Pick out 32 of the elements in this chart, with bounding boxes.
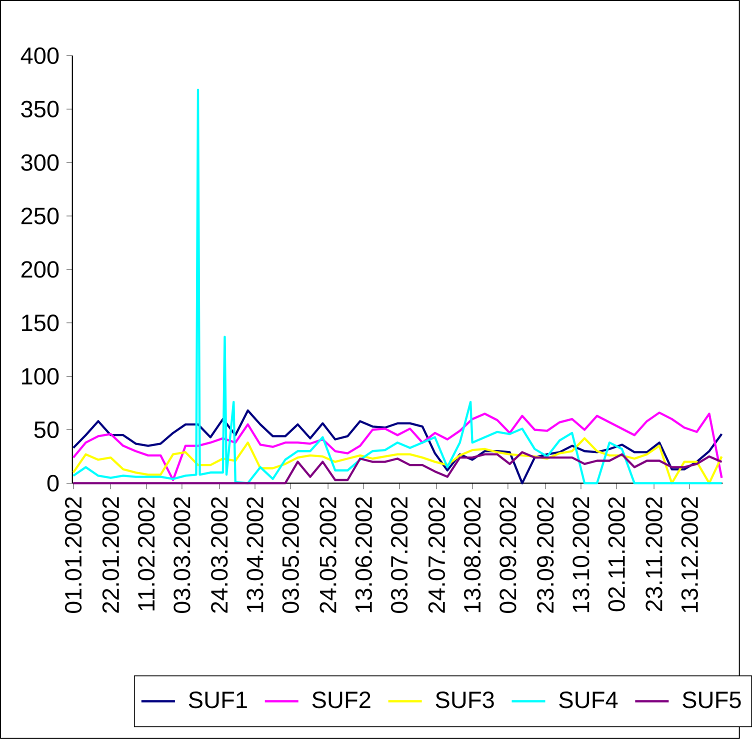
legend-label: SUF4 bbox=[559, 692, 618, 708]
x-tick-label: 23.11.2002 bbox=[646, 497, 662, 612]
x-tick-label: 24.07.2002 bbox=[428, 497, 446, 613]
y-tick-label: 150 bbox=[22, 314, 59, 332]
y-tick-label: 200 bbox=[21, 261, 59, 278]
x-tick-label: 03.07.2002 bbox=[390, 497, 408, 614]
legend-label: SUF5 bbox=[682, 692, 741, 708]
x-tick-label: 13.12.2002 bbox=[681, 497, 698, 612]
x-tick-label: 01.01.2002 bbox=[64, 497, 82, 614]
x-tick-label: 11.02.2002 bbox=[138, 497, 155, 610]
x-tick-label: 13.04.2002 bbox=[246, 497, 264, 612]
x-tick-label: 03.05.2002 bbox=[282, 497, 299, 614]
x-tick-label: 02.09.2002 bbox=[500, 497, 516, 614]
y-tick-label: 300 bbox=[21, 154, 59, 171]
x-tick-label: 22.01.2002 bbox=[102, 497, 120, 613]
y-tick-label: 50 bbox=[34, 422, 59, 438]
y-tick-label: 250 bbox=[21, 208, 59, 224]
legend-label: SUF1 bbox=[188, 692, 247, 708]
x-tick-label: 24.05.2002 bbox=[320, 497, 336, 613]
x-tick-label: 13.08.2002 bbox=[464, 497, 481, 612]
y-tick-label: 400 bbox=[20, 47, 59, 64]
x-tick-label: 13.10.2002 bbox=[572, 497, 590, 612]
x-tick-label: 24.03.2002 bbox=[211, 497, 228, 613]
x-tick-label: 03.03.2002 bbox=[174, 497, 190, 614]
y-tick-label: 350 bbox=[21, 100, 59, 118]
x-tick-label: 23.09.2002 bbox=[537, 497, 554, 613]
x-tick-label: 13.06.2002 bbox=[355, 497, 372, 612]
x-tick-label: 02.11.2002 bbox=[608, 497, 625, 612]
legend-label: SUF3 bbox=[436, 692, 494, 708]
y-tick-label: 0 bbox=[47, 474, 59, 492]
y-tick-label: 100 bbox=[22, 368, 59, 385]
legend-label: SUF2 bbox=[312, 692, 370, 708]
